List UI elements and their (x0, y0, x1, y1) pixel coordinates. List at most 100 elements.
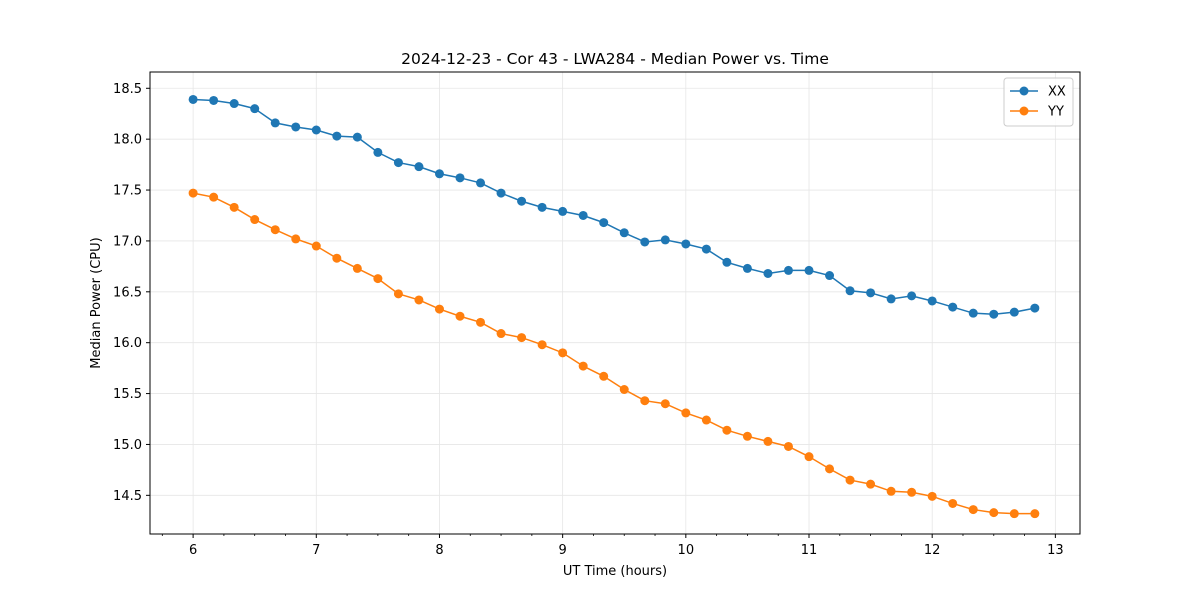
x-tick-label: 6 (189, 543, 197, 558)
grid (150, 72, 1080, 534)
data-point-yy (599, 371, 609, 381)
data-point-xx (763, 268, 773, 278)
data-point-xx (537, 202, 547, 212)
data-point-yy (825, 464, 835, 474)
data-point-yy (660, 399, 670, 409)
data-point-yy (763, 436, 773, 446)
data-point-xx (619, 228, 629, 238)
data-point-yy (250, 215, 260, 225)
data-point-yy (722, 425, 732, 435)
y-tick-label: 18.0 (113, 133, 142, 148)
y-tick-label: 15.5 (113, 387, 142, 402)
y-tick-label: 14.5 (113, 489, 142, 504)
data-point-xx (989, 309, 999, 319)
data-point-yy (1030, 509, 1040, 519)
data-point-xx (476, 178, 486, 188)
data-point-yy (681, 408, 691, 418)
data-point-xx (517, 196, 527, 206)
x-tick-label: 9 (559, 543, 567, 558)
data-point-yy (455, 311, 465, 321)
data-point-yy (866, 479, 876, 489)
data-point-yy (311, 241, 321, 251)
series-xx (188, 94, 1040, 319)
data-point-xx (783, 265, 793, 275)
data-point-xx (229, 99, 239, 109)
data-point-xx (968, 308, 978, 318)
data-point-xx (209, 95, 219, 105)
data-point-xx (393, 158, 403, 168)
legend-item-yy: YY (1010, 105, 1064, 120)
data-point-yy (209, 192, 219, 202)
data-point-xx (352, 132, 362, 142)
data-point-xx (578, 210, 588, 220)
data-point-yy (558, 348, 568, 358)
data-point-yy (188, 188, 198, 198)
legend-marker (1019, 106, 1029, 116)
data-point-yy (434, 304, 444, 314)
data-point-xx (660, 235, 670, 245)
data-point-xx (845, 286, 855, 296)
x-tick-label: 10 (678, 543, 695, 558)
data-point-xx (270, 118, 280, 128)
data-point-xx (332, 131, 342, 141)
data-point-yy (845, 475, 855, 485)
y-tick-label: 16.5 (113, 285, 142, 300)
data-point-yy (352, 263, 362, 273)
data-point-yy (229, 202, 239, 212)
data-point-yy (1009, 509, 1019, 519)
data-point-xx (948, 302, 958, 312)
series-layer (188, 94, 1040, 519)
x-axis-title: UT Time (hours) (563, 564, 667, 579)
data-point-yy (619, 384, 629, 394)
series-yy (188, 188, 1040, 519)
data-point-yy (537, 340, 547, 350)
chart-title: 2024-12-23 - Cor 43 - LWA284 - Median Po… (401, 50, 829, 68)
data-point-xx (599, 218, 609, 228)
y-tick-label: 17.0 (113, 234, 142, 249)
data-point-yy (927, 491, 937, 501)
legend-item-xx: XX (1010, 85, 1066, 100)
data-point-yy (640, 396, 650, 406)
data-point-yy (291, 234, 301, 244)
data-point-xx (250, 104, 260, 114)
data-point-yy (968, 505, 978, 515)
data-point-yy (476, 317, 486, 327)
data-point-xx (825, 271, 835, 281)
data-point-yy (373, 274, 383, 284)
data-point-xx (804, 265, 814, 275)
data-point-xx (886, 294, 896, 304)
data-point-xx (558, 206, 568, 216)
data-point-xx (414, 162, 424, 172)
data-point-yy (517, 333, 527, 343)
data-point-yy (989, 508, 999, 518)
plot-area-frame (149, 71, 1081, 535)
y-tick-label: 18.5 (113, 82, 142, 97)
data-point-xx (496, 188, 506, 198)
data-point-xx (866, 288, 876, 298)
legend-marker (1019, 86, 1029, 96)
data-point-xx (742, 263, 752, 273)
y-axis-title: Median Power (CPU) (89, 237, 104, 368)
data-point-xx (455, 173, 465, 183)
data-point-xx (1009, 307, 1019, 317)
data-point-yy (907, 487, 917, 497)
data-point-yy (701, 415, 711, 425)
data-point-yy (332, 253, 342, 263)
legend-label: XX (1048, 85, 1066, 100)
data-point-yy (783, 441, 793, 451)
data-point-yy (948, 498, 958, 508)
data-point-yy (804, 452, 814, 462)
data-point-yy (742, 431, 752, 441)
y-tick-label: 15.0 (113, 438, 142, 453)
data-point-xx (434, 169, 444, 179)
data-point-xx (640, 237, 650, 247)
data-point-xx (722, 257, 732, 267)
x-tick-label: 8 (435, 543, 443, 558)
data-point-yy (270, 225, 280, 235)
y-tick-label: 17.5 (113, 184, 142, 199)
data-point-xx (907, 291, 917, 301)
y-tick-label: 16.0 (113, 336, 142, 351)
data-point-yy (578, 361, 588, 371)
x-tick-label: 13 (1047, 543, 1064, 558)
